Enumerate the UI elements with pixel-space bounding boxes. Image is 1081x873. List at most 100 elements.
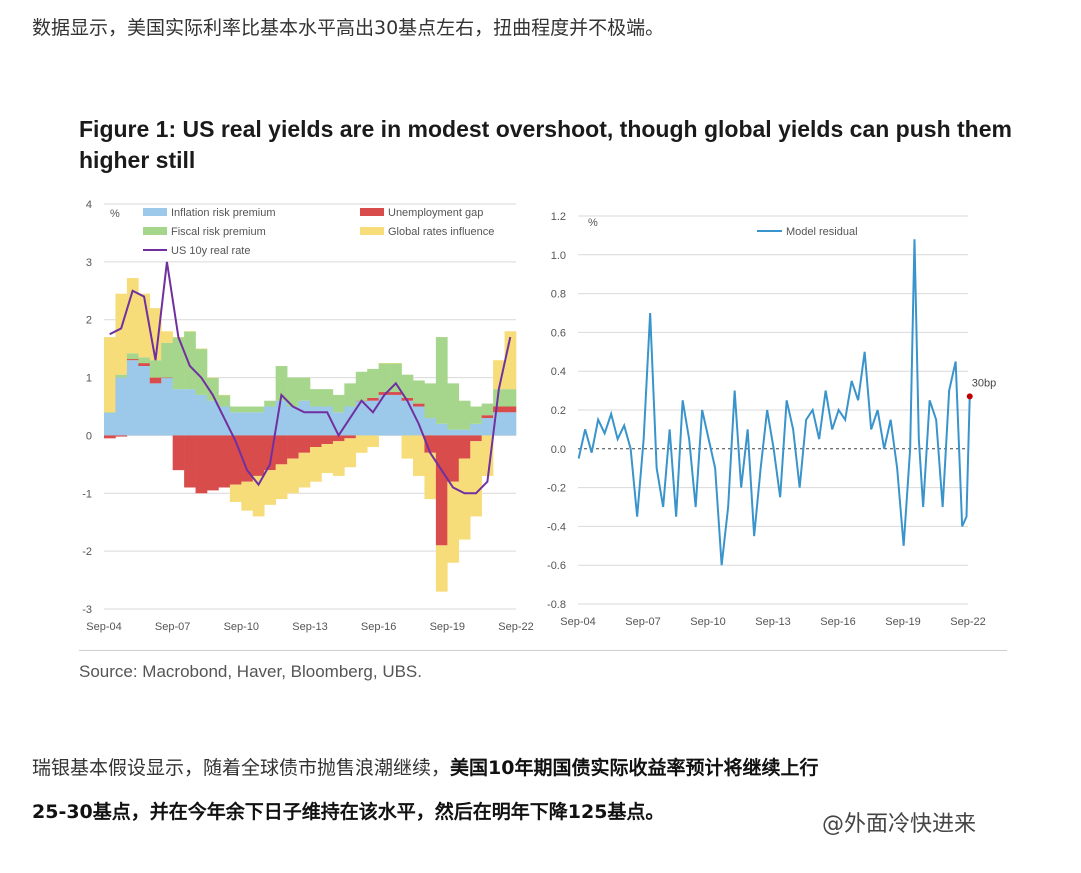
y-tick-label: 1.2 xyxy=(551,211,566,223)
bar-segment xyxy=(424,383,437,419)
bar-segment xyxy=(344,406,357,436)
bar-segment xyxy=(413,406,425,436)
bar-segment xyxy=(367,397,379,401)
bar-segment xyxy=(504,406,517,413)
bar-segment xyxy=(172,435,185,471)
x-tick-label: Sep-07 xyxy=(155,621,190,633)
bar-segment xyxy=(447,429,460,436)
bar-segment xyxy=(184,435,196,488)
bar-segment xyxy=(493,389,505,407)
x-tick-label: Sep-13 xyxy=(755,616,790,628)
bar-segment xyxy=(138,363,151,366)
unit-label: % xyxy=(110,208,120,220)
bar-segment xyxy=(355,371,368,401)
real-rate-line xyxy=(109,261,512,495)
bar-segment xyxy=(149,383,162,436)
bar-segment xyxy=(481,418,494,436)
bar-segment xyxy=(447,435,460,482)
bar-segment xyxy=(184,331,196,332)
bar-segment xyxy=(493,360,505,390)
bar-segment xyxy=(458,429,471,436)
bar-segment xyxy=(195,348,208,350)
x-tick-label: Sep-19 xyxy=(430,621,465,633)
bar-segment xyxy=(275,366,288,401)
bar-segment xyxy=(252,406,265,413)
bar-segment xyxy=(115,435,128,437)
x-tick-label: Sep-10 xyxy=(690,616,725,628)
bar-segment xyxy=(207,435,219,491)
bar-segment xyxy=(115,377,128,436)
bar-segment xyxy=(138,357,151,364)
bar-segment xyxy=(104,435,116,439)
x-tick-label: Sep-10 xyxy=(224,621,259,633)
bar-segment xyxy=(241,406,254,413)
last-value-marker xyxy=(966,393,973,400)
bar-segment xyxy=(470,441,482,517)
bar-segment xyxy=(252,475,265,517)
paragraph-line-1: 瑞银基本假设显示，随着全球债市抛售浪潮继续，美国10年期国债实际收益率预计将继续… xyxy=(32,754,1072,782)
bar-segment xyxy=(447,383,460,430)
legend-label: Inflation risk premium xyxy=(171,207,276,219)
bar-segment xyxy=(229,484,242,502)
bar-segment xyxy=(481,415,494,419)
bar-segment xyxy=(310,435,322,447)
bar-segment xyxy=(504,412,517,436)
y-tick-label: 0.4 xyxy=(551,366,566,378)
y-tick-label: -2 xyxy=(82,546,92,558)
bar-segment xyxy=(195,394,208,436)
bar-segment xyxy=(424,452,437,500)
model-residual-line xyxy=(577,239,971,566)
y-tick-label: 1.0 xyxy=(551,250,566,262)
bar-segment xyxy=(138,293,151,358)
bar-segment xyxy=(447,481,460,563)
intro-text: 数据显示，美国实际利率比基本水平高出30基点左右，扭曲程度并不极端。 xyxy=(32,17,665,39)
bar-segment xyxy=(184,389,196,436)
bar-segment xyxy=(115,293,128,375)
bar-segment xyxy=(435,423,448,436)
y-tick-label: 0.2 xyxy=(551,405,566,417)
annotation-30bp: 30bp xyxy=(972,377,996,389)
bar-segment xyxy=(161,377,173,436)
bar-segment xyxy=(344,383,357,407)
bar-segment xyxy=(401,400,414,436)
bar-segment xyxy=(229,435,242,485)
y-tick-label: 3 xyxy=(86,257,92,269)
bar-segment xyxy=(493,406,505,413)
bar-segment xyxy=(413,403,425,407)
bar-segment xyxy=(172,337,185,390)
bar-segment xyxy=(264,400,276,407)
bar-segment xyxy=(401,435,414,459)
bar-segment xyxy=(104,412,116,413)
bar-segment xyxy=(378,363,391,364)
bar-segment xyxy=(378,363,391,393)
bar-segment xyxy=(229,412,242,436)
bar-segment xyxy=(275,464,288,500)
bar-segment xyxy=(310,447,322,482)
bar-segment xyxy=(275,435,288,465)
bar-segment xyxy=(424,418,437,436)
y-tick-label: 0 xyxy=(86,430,92,442)
watermark: @外面冷快进来 xyxy=(822,812,977,837)
bar-segment xyxy=(321,406,334,436)
bar-segment xyxy=(413,380,425,404)
bar-segment xyxy=(218,394,231,407)
bar-segment xyxy=(184,331,196,390)
bar-segment xyxy=(367,368,379,398)
y-tick-label: -0.6 xyxy=(547,560,566,572)
bar-segment xyxy=(435,337,448,424)
bar-segment xyxy=(149,360,162,378)
source-divider xyxy=(79,650,1007,651)
bar-segment xyxy=(390,394,402,436)
y-tick-label: 2 xyxy=(86,315,92,327)
bar-segment xyxy=(252,412,265,436)
bar-segment xyxy=(264,470,276,505)
y-tick-label: -3 xyxy=(82,604,92,616)
bar-segment xyxy=(310,406,322,436)
bar-segment xyxy=(264,406,276,436)
bar-segment xyxy=(321,389,334,407)
bar-segment xyxy=(321,444,334,474)
bar-segment xyxy=(481,403,494,416)
bar-segment xyxy=(401,374,414,398)
bar-segment xyxy=(126,359,139,361)
bar-segment xyxy=(355,400,368,436)
